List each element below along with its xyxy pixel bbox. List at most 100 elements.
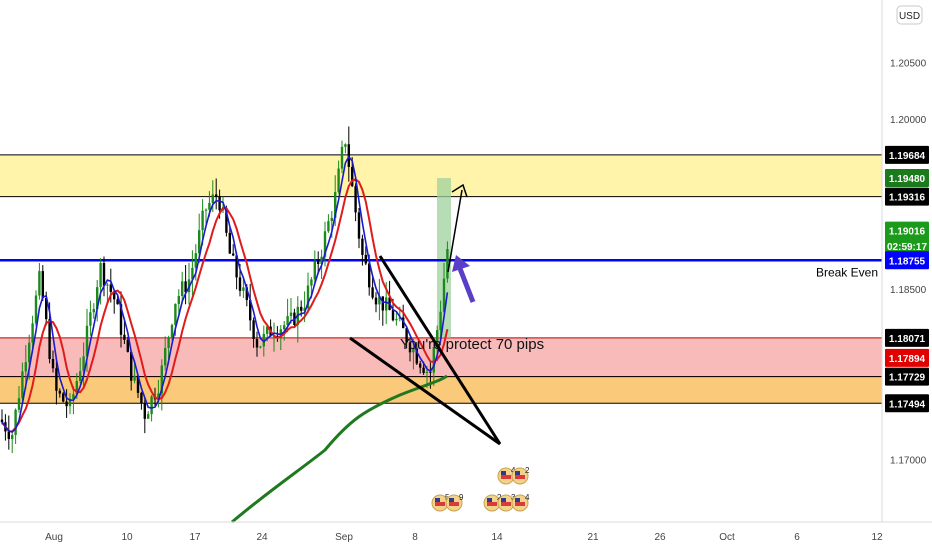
candle-body [126,339,129,352]
candle-body [361,238,364,255]
flag-stripe [501,502,511,506]
candle-body [357,212,361,239]
price-tag-bg [885,169,929,188]
candle-body [51,358,55,369]
x-tick-label: Oct [719,532,735,543]
candle-body [252,320,255,339]
price-tag-label: 1.17494 [889,399,926,410]
candle-body [89,312,92,326]
flag-canton [487,498,492,502]
price-tag: 1.19480 [885,169,929,188]
candle-body [266,326,269,334]
y-tick-label: 1.20500 [890,58,927,69]
candle-body [194,253,197,268]
candle-body [303,308,306,311]
candle-body [41,271,44,299]
candle-body [218,196,221,211]
candle-body [286,316,289,326]
candle-body [439,311,442,331]
candle-body [147,414,150,419]
candle-body [371,287,374,298]
candle-body [436,330,439,348]
price-tag-bg [885,221,929,240]
x-tick-label: 10 [121,532,133,543]
candle-body [306,285,310,309]
candle-body [425,371,429,374]
candle-body [283,325,286,330]
candle-body [446,248,449,279]
event-count: 2 [497,493,502,502]
candle-body [157,393,160,400]
ma-blue-line [1,155,449,433]
price-tag: 1.18071 [885,328,929,347]
candle-body [65,401,68,407]
x-tick-label: 12 [871,532,883,543]
candle-body [0,419,4,423]
candle-body [38,271,41,296]
price-tag-bg [885,145,929,164]
flag-stripe [435,502,445,506]
candle-body [150,396,153,415]
currency-button[interactable]: USD [896,5,923,25]
currency-label[interactable]: USD [899,11,920,22]
flag-canton [501,498,506,502]
candle-body [364,254,367,264]
candle-body [7,431,10,440]
candle-body [259,346,262,348]
candle-body [245,287,248,301]
candle-body [102,263,106,286]
annotation-text: You're protect 70 pips [400,336,544,353]
candle-body [340,146,344,169]
candle-body [215,194,218,197]
x-tick-label: 14 [491,532,503,543]
candle-body [310,279,313,286]
candle-body [225,208,228,233]
price-tag-label: 1.19480 [889,174,926,185]
price-tag-label: 1.18071 [889,334,926,345]
candle-body [368,263,371,288]
candle-body [242,287,245,291]
candle-body [204,209,208,211]
x-tick-label: 8 [412,532,418,543]
candle-body [255,338,259,348]
candle-body [85,325,89,357]
x-tick-label: 6 [794,532,800,543]
candle-body [211,194,214,203]
candle-body [75,380,78,395]
candle-body [130,351,133,381]
candle-body [208,202,211,210]
candle-body [320,256,323,264]
candle-body [232,253,235,256]
candle-body [58,390,61,394]
event-badges[interactable]: 5 9 4 2 2 3 4 [431,466,530,512]
y-tick-label: 1.18500 [890,285,927,296]
price-tag-label: 1.19684 [889,151,926,162]
flag-stripe [501,475,511,479]
candle-body [385,297,388,311]
price-tag-bg [885,348,929,367]
candle-body [11,434,14,440]
price-tag-bg [885,394,929,413]
zone-resistance-pink [0,337,882,377]
candle-body [170,324,174,338]
candle-body [198,230,201,254]
price-tag: 1.17894 [885,348,929,367]
candle-body [17,398,21,410]
candle-body [28,342,31,363]
candle-body [235,255,238,278]
price-tag-label: 1.18755 [889,256,926,267]
flag-stripe [515,475,525,479]
candle-body [337,168,340,193]
candle-body [419,363,422,368]
candle-body [133,375,136,381]
candle-body [109,284,112,292]
candle-body [116,299,119,305]
flag-canton [515,471,520,475]
flag-canton [435,498,440,502]
candle-body [432,347,435,373]
